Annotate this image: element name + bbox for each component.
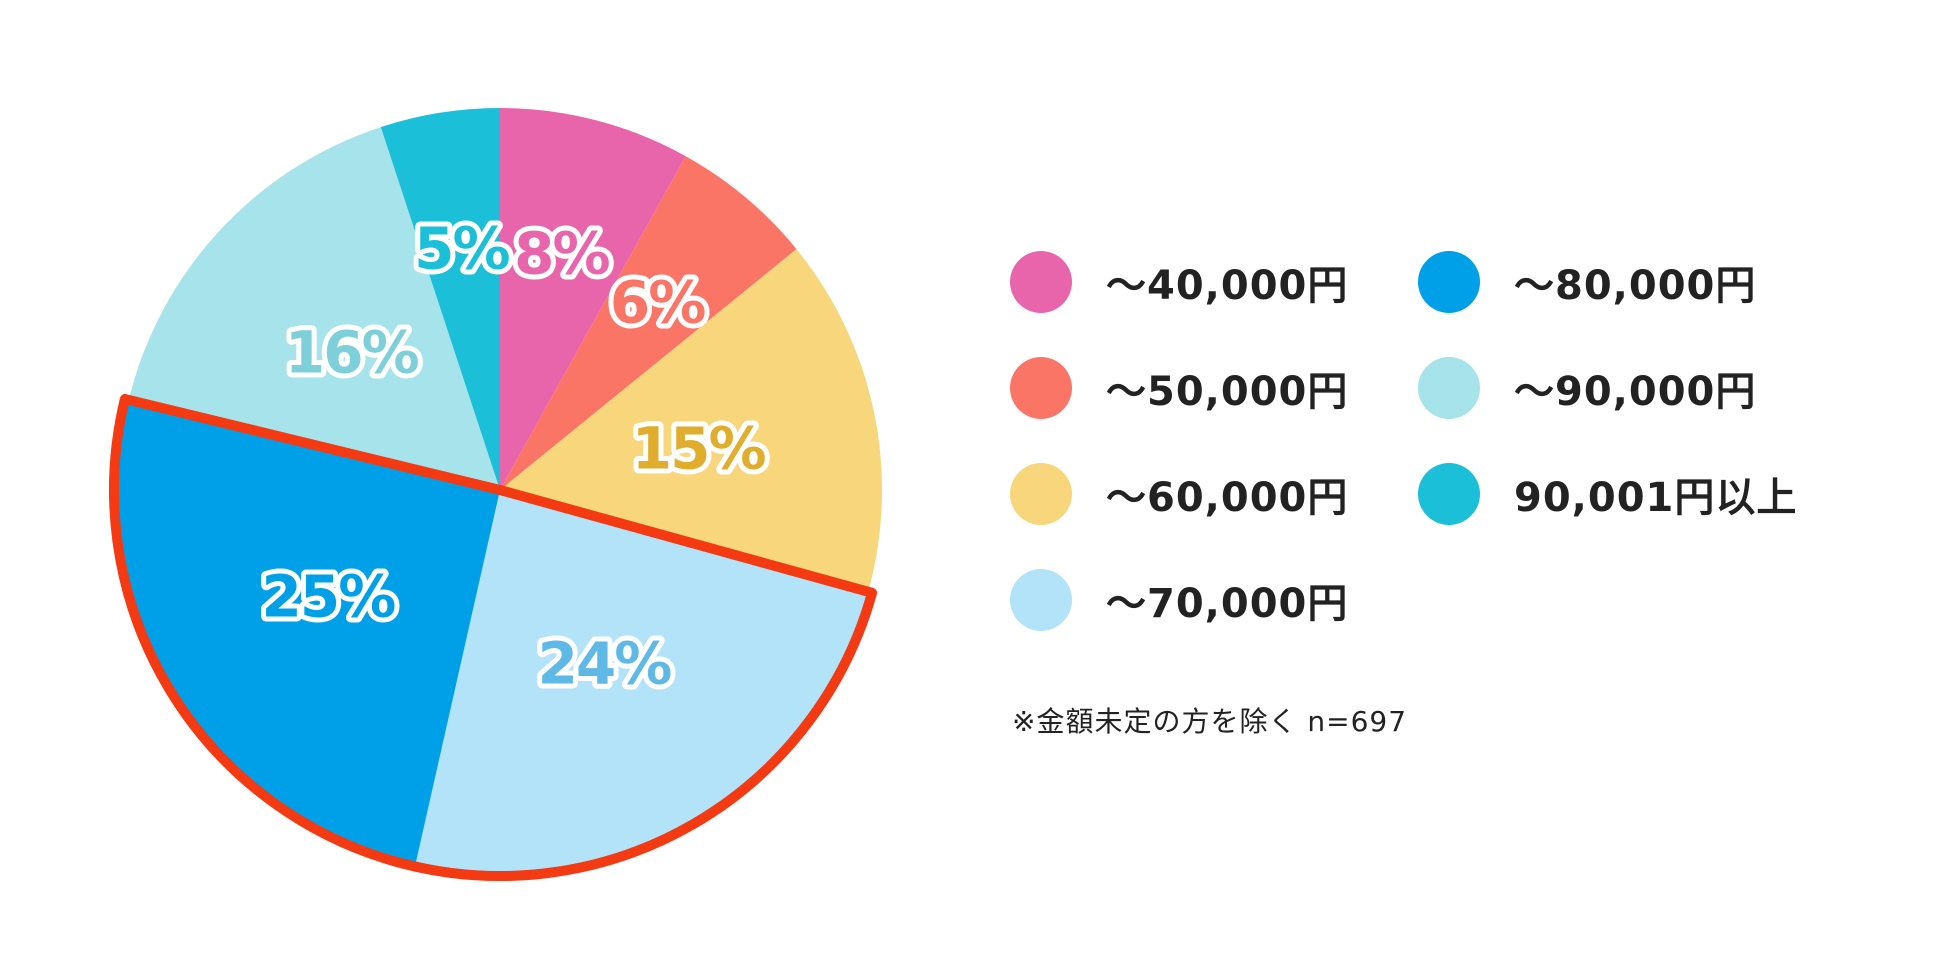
legend-item-50000: ～50,000円 [1010, 356, 1348, 420]
legend-swatch [1418, 251, 1480, 313]
legend-item-80000: ～80,000円 [1418, 250, 1756, 314]
legend-swatch [1418, 463, 1480, 525]
legend-item-60000: ～60,000円 [1010, 462, 1348, 526]
slice-value-label: 24% [538, 630, 672, 698]
slice-value-label: 6% [610, 269, 705, 337]
chart-note: ※金額未定の方を除く n=697 [1012, 705, 1408, 738]
legend-label: ～50,000円 [1106, 369, 1349, 415]
legend-swatch [1010, 251, 1072, 313]
legend-label: ～40,000円 [1106, 263, 1349, 309]
legend-swatch [1010, 357, 1072, 419]
legend-item-90001-plus: 90,001円以上 [1418, 462, 1797, 526]
legend-label: 90,001円以上 [1514, 475, 1798, 521]
legend-item-70000: ～70,000円 [1010, 568, 1348, 632]
pie-slice-90000 [128, 127, 500, 491]
legend: ～40,000円 ～50,000円 ～60,000円 ～70,000円 ～80,… [1010, 250, 1870, 670]
pie-slice-40000 [500, 108, 686, 490]
pie-slice-90001-plus [380, 108, 500, 490]
legend-swatch [1010, 569, 1072, 631]
legend-label: ～80,000円 [1514, 263, 1757, 309]
highlight-outline [109, 393, 878, 881]
legend-swatch [1418, 357, 1480, 419]
slice-value-label: 8% [514, 219, 609, 287]
pie-slice-80000 [117, 399, 500, 863]
pie-slice-50000 [500, 156, 797, 490]
slice-value-label: 5% [414, 215, 509, 283]
legend-item-90000: ～90,000円 [1418, 356, 1756, 420]
legend-item-40000: ～40,000円 [1010, 250, 1348, 314]
legend-swatch [1010, 463, 1072, 525]
pie-slice-60000 [500, 249, 882, 592]
slice-labels: 8%6% 15% 24% 25% 16% 5% [257, 210, 773, 703]
legend-label: ～70,000円 [1106, 581, 1349, 627]
slice-value-label: 25% [262, 563, 396, 631]
slice-value-label: 15% [632, 415, 766, 483]
pie-slices [117, 108, 882, 873]
legend-label: ～90,000円 [1514, 369, 1757, 415]
legend-label: ～60,000円 [1106, 475, 1349, 521]
pie-slice-70000 [415, 490, 869, 873]
slice-value-label: 16% [285, 319, 419, 387]
